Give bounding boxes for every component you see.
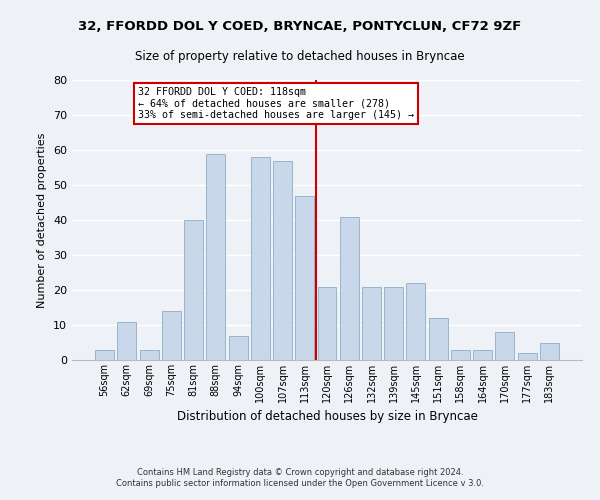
Bar	[384, 286, 403, 360]
Text: 32 FFORDD DOL Y COED: 118sqm
← 64% of detached houses are smaller (278)
33% of s: 32 FFORDD DOL Y COED: 118sqm ← 64% of de…	[138, 87, 414, 120]
Bar	[317, 286, 337, 360]
Bar	[206, 154, 225, 360]
Bar	[429, 318, 448, 360]
Bar	[229, 336, 248, 360]
Bar	[518, 353, 536, 360]
Bar	[451, 350, 470, 360]
Bar	[340, 216, 359, 360]
Text: Size of property relative to detached houses in Bryncae: Size of property relative to detached ho…	[135, 50, 465, 63]
Bar	[118, 322, 136, 360]
Bar	[362, 286, 381, 360]
Bar	[540, 342, 559, 360]
Bar	[95, 350, 114, 360]
Bar	[140, 350, 158, 360]
Bar	[184, 220, 203, 360]
Bar	[251, 157, 270, 360]
Bar	[406, 283, 425, 360]
Bar	[473, 350, 492, 360]
Y-axis label: Number of detached properties: Number of detached properties	[37, 132, 47, 308]
Bar	[273, 160, 292, 360]
X-axis label: Distribution of detached houses by size in Bryncae: Distribution of detached houses by size …	[176, 410, 478, 424]
Bar	[295, 196, 314, 360]
Text: Contains HM Land Registry data © Crown copyright and database right 2024.
Contai: Contains HM Land Registry data © Crown c…	[116, 468, 484, 487]
Bar	[496, 332, 514, 360]
Bar	[162, 311, 181, 360]
Text: 32, FFORDD DOL Y COED, BRYNCAE, PONTYCLUN, CF72 9ZF: 32, FFORDD DOL Y COED, BRYNCAE, PONTYCLU…	[79, 20, 521, 33]
